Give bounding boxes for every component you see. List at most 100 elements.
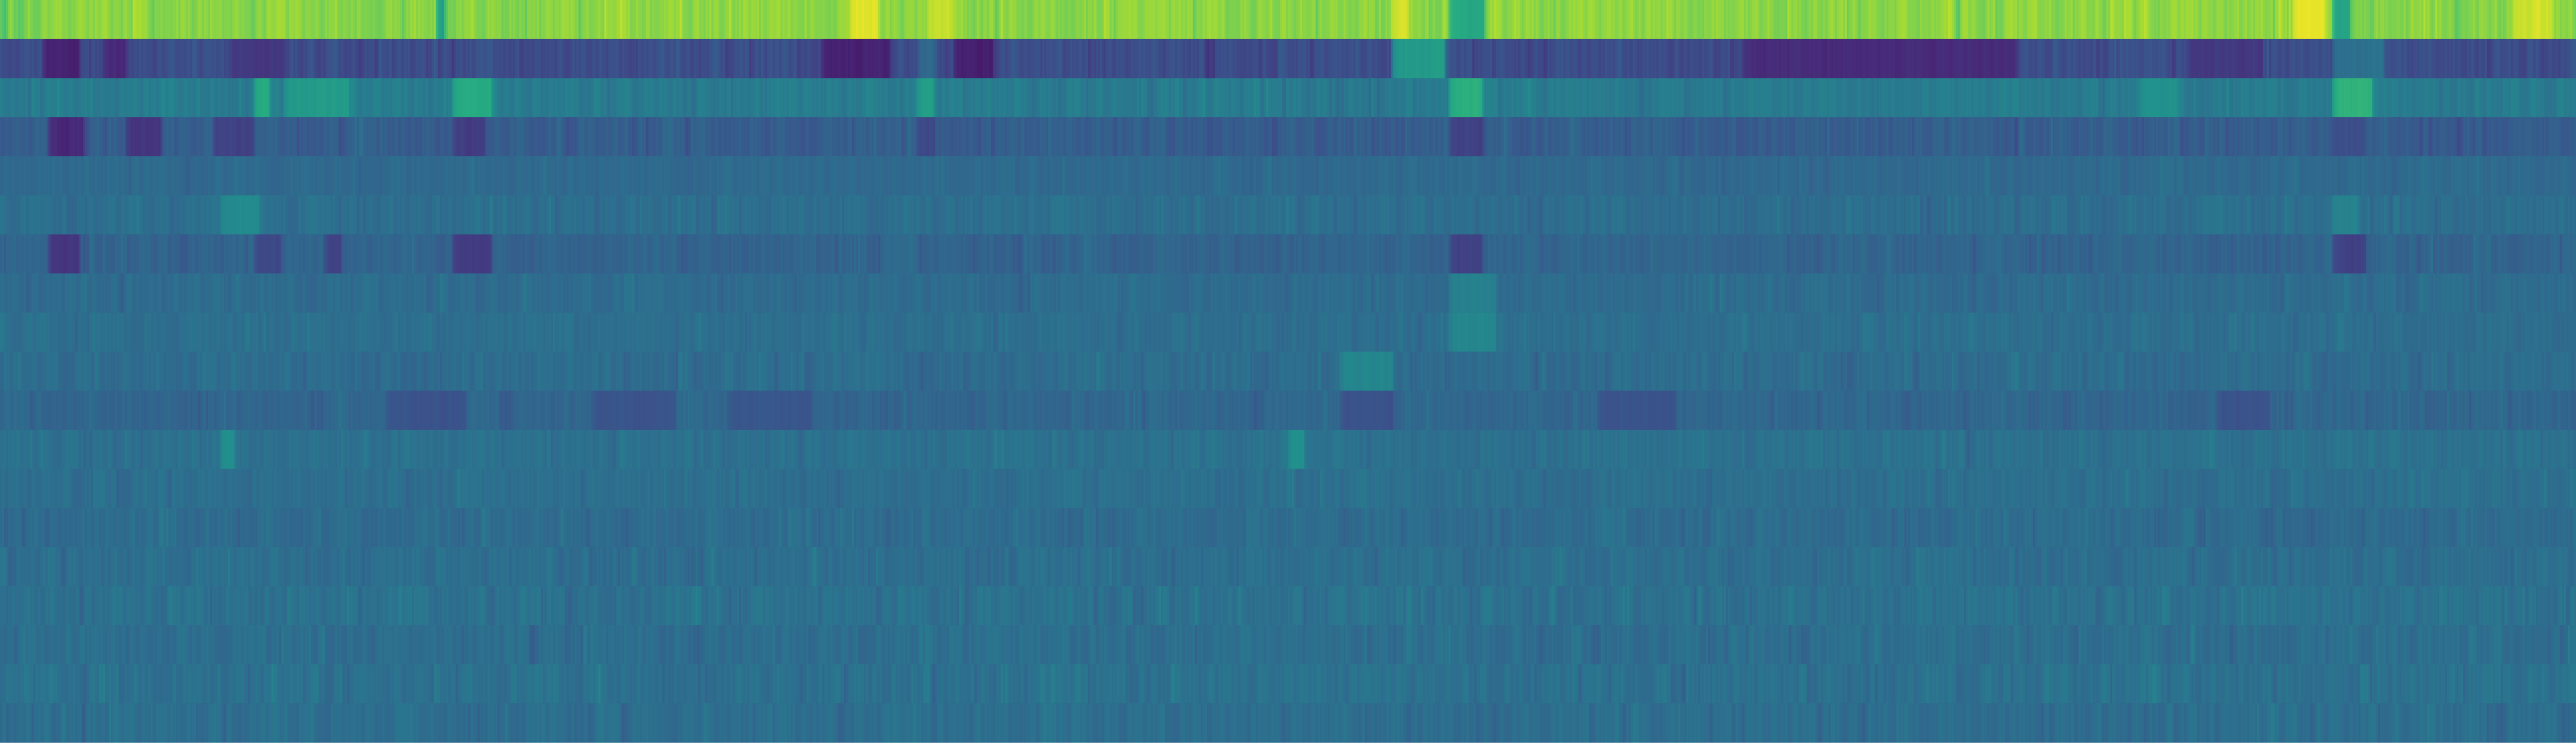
heatmap-cell [115, 78, 117, 117]
heatmap-cell [482, 78, 484, 117]
heatmap-cell [1805, 39, 1807, 78]
heatmap-cell [2327, 78, 2329, 117]
heatmap-cell [2327, 39, 2329, 78]
heatmap-cell [1613, 78, 1615, 117]
heatmap-cell [103, 117, 105, 156]
heatmap-cell [1568, 39, 1570, 78]
heatmap-cell [2035, 117, 2037, 156]
heatmap-cell [1337, 0, 1340, 39]
heatmap-cell [1541, 39, 1544, 78]
heatmap-cell [43, 78, 46, 117]
heatmap-cell [1306, 39, 1308, 78]
heatmap-cell [1702, 39, 1704, 78]
heatmap-cell [2528, 39, 2530, 78]
heatmap-cell [2015, 78, 2017, 117]
heatmap-cell [420, 78, 422, 117]
heatmap-cell [2116, 117, 2118, 156]
heatmap-cell [402, 78, 404, 117]
heatmap-cell [1988, 0, 1990, 39]
heatmap-cell [184, 78, 186, 117]
heatmap-cell [97, 78, 99, 117]
heatmap-cell [749, 39, 751, 78]
heatmap-cell [351, 78, 353, 117]
heatmap-cell [1747, 0, 1750, 39]
heatmap-cell [492, 39, 494, 78]
heatmap-cell [2241, 0, 2243, 39]
heatmap-cell [1942, 39, 1944, 78]
heatmap-cell [696, 0, 698, 39]
heatmap-cell [174, 78, 176, 117]
heatmap-cell [232, 39, 234, 78]
heatmap-cell [1322, 78, 1324, 117]
heatmap-cell [1526, 117, 1528, 156]
heatmap-cell [1377, 39, 1379, 78]
heatmap-cell [1851, 78, 1853, 117]
heatmap-cell [1738, 78, 1740, 117]
heatmap-cell [598, 78, 600, 117]
heatmap-cell [2439, 39, 2442, 78]
heatmap-cell [158, 39, 161, 78]
heatmap-cell [1268, 78, 1270, 117]
heatmap-cell [2063, 78, 2065, 117]
heatmap-cell [1544, 39, 1546, 78]
heatmap-cell [1032, 78, 1035, 117]
heatmap-cell [1704, 117, 1706, 156]
heatmap-cell [1385, 117, 1387, 156]
heatmap-cell [2344, 78, 2346, 117]
heatmap-cell [822, 39, 824, 78]
heatmap-cell [1016, 0, 1018, 39]
heatmap-cell [1940, 117, 1942, 156]
heatmap-cell [694, 117, 696, 156]
heatmap-cell [343, 39, 345, 78]
heatmap-cell [1139, 39, 1141, 78]
heatmap-cell [1781, 78, 1784, 117]
heatmap-cell [745, 0, 747, 39]
heatmap-cell [977, 39, 979, 78]
heatmap-cell [2204, 78, 2206, 117]
heatmap-cell [28, 117, 30, 156]
heatmap-cell [1086, 117, 1088, 156]
heatmap-cell [1516, 117, 1518, 156]
heatmap-cell [267, 39, 269, 78]
heatmap-cell [283, 117, 286, 156]
heatmap-cell [719, 0, 721, 39]
heatmap-cell [1045, 39, 1047, 78]
heatmap-cell [1312, 117, 1314, 156]
heatmap-cell [2496, 0, 2499, 39]
heatmap-cell [1298, 39, 1300, 78]
heatmap-cell [2463, 78, 2465, 117]
heatmap-cell [1395, 117, 1397, 156]
heatmap-cell [822, 0, 824, 39]
heatmap-cell [1320, 39, 1322, 78]
heatmap-cell [1633, 39, 1635, 78]
heatmap-cell [2043, 78, 2045, 117]
heatmap-cell [2265, 39, 2267, 78]
heatmap-cell [1484, 78, 1486, 117]
heatmap-cell [1490, 117, 1492, 156]
heatmap-cell [2425, 39, 2427, 78]
heatmap-cell [404, 78, 406, 117]
heatmap-cell [1571, 117, 1573, 156]
heatmap-cell [826, 0, 829, 39]
heatmap-cell [2485, 0, 2487, 39]
heatmap-cell [1431, 0, 1433, 39]
heatmap-cell [880, 39, 882, 78]
heatmap-cell [305, 0, 307, 39]
heatmap-cell [1928, 117, 1930, 156]
heatmap-cell [1173, 39, 1175, 78]
heatmap-cell [1617, 78, 1619, 117]
heatmap-cell [674, 117, 676, 156]
heatmap-cell [1036, 39, 1038, 78]
heatmap-cell [2290, 78, 2293, 117]
heatmap-cell [1859, 117, 1861, 156]
heatmap-cell [1205, 39, 1207, 78]
heatmap-cell [682, 78, 684, 117]
heatmap-cell [1958, 0, 1960, 39]
heatmap-cell [759, 78, 761, 117]
heatmap-cell [2489, 39, 2491, 78]
heatmap-cell [146, 117, 149, 156]
heatmap-cell [315, 0, 317, 39]
heatmap-cell [1207, 0, 1209, 39]
heatmap-cell [1556, 0, 1558, 39]
heatmap-cell [0, 39, 2, 78]
